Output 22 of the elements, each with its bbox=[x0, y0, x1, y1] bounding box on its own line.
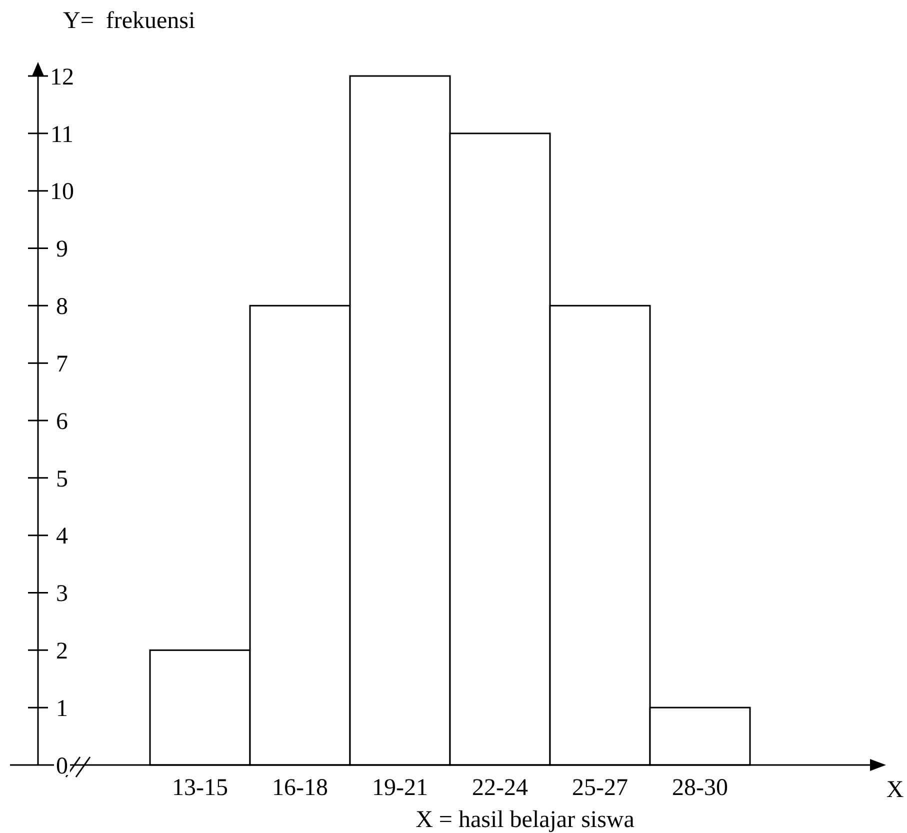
x-tick-label: 22-24 bbox=[472, 775, 528, 801]
y-tick-label: 12 bbox=[50, 64, 74, 90]
y-tick-label: 4 bbox=[56, 524, 68, 550]
y-tick-label: 1 bbox=[56, 696, 68, 722]
x-tick-label: 13-15 bbox=[172, 775, 228, 801]
x-tick-label: 28-30 bbox=[672, 775, 728, 801]
x-axis-title: X = hasil belajar siswa bbox=[416, 807, 635, 833]
x-tick-label: 16-18 bbox=[272, 775, 328, 801]
y-tick-label: 11 bbox=[50, 122, 74, 148]
x-tick-label: 25-27 bbox=[572, 775, 628, 801]
y-tick-label: 6 bbox=[56, 408, 68, 435]
y-tick-label: 3 bbox=[56, 581, 68, 608]
y-tick-label: 9 bbox=[56, 236, 68, 263]
y-tick-label: 8 bbox=[56, 294, 68, 320]
y-tick-label: 10 bbox=[50, 179, 74, 206]
x-tick-label: 19-21 bbox=[372, 775, 428, 801]
y-axis-title: Y= frekuensi bbox=[63, 8, 196, 34]
text: X bbox=[886, 777, 904, 803]
y-tick-label: 0 bbox=[56, 753, 68, 780]
y-tick-label: 2 bbox=[56, 638, 68, 665]
y-tick-label: 7 bbox=[56, 351, 68, 378]
y-tick-label: 5 bbox=[56, 466, 68, 492]
